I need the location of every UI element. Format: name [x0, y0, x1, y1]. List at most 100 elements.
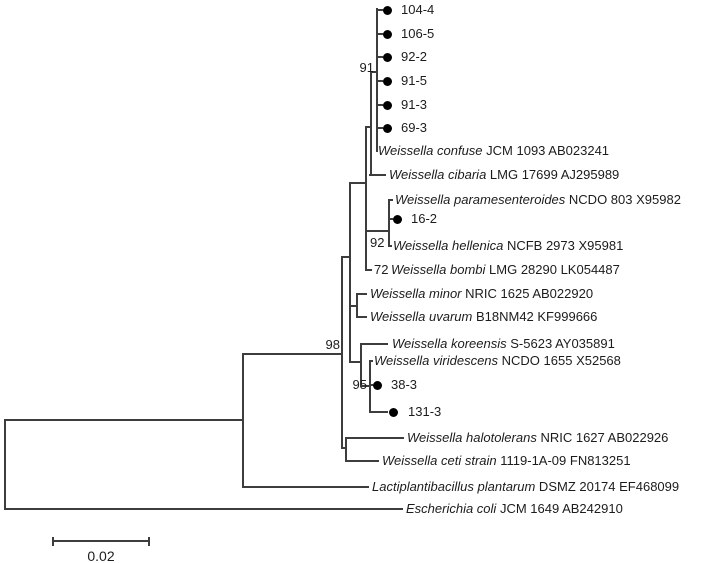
- taxon-accession: 1119-1A-09 FN813251: [496, 453, 631, 468]
- branch-line: [376, 56, 383, 58]
- taxon-accession: NCDO 1655 X52568: [498, 353, 621, 368]
- taxon-name-italic: Escherichia coli: [406, 501, 497, 516]
- taxon-accession: LMG 28290 LK054487: [485, 262, 620, 277]
- branch-line: [242, 486, 369, 488]
- taxon-label: 16-2: [411, 211, 437, 226]
- strain-marker-dot: [372, 380, 382, 390]
- branch-line: [360, 385, 370, 387]
- taxon-label: 131-3: [408, 404, 441, 419]
- strain-marker-dot: [382, 76, 392, 86]
- taxon-label: 69-3: [401, 120, 427, 135]
- branch-line: [365, 126, 371, 128]
- strain-id: 92-2: [401, 49, 428, 64]
- branch-line: [345, 437, 404, 439]
- branch-line: [369, 360, 373, 362]
- strain-id: 131-3: [408, 404, 442, 419]
- strain-marker-dot: [382, 100, 392, 110]
- branch-line: [349, 361, 361, 363]
- taxon-label: 106-5: [401, 26, 434, 41]
- clade-connector-line: [4, 420, 6, 510]
- taxon-accession: NRIC 1627 AB022926: [536, 430, 669, 445]
- taxon-label: 91-3: [401, 97, 427, 112]
- strain-marker-dot: [382, 5, 392, 15]
- branch-line: [242, 353, 342, 355]
- clade-connector-line: [349, 183, 351, 363]
- bootstrap-value: 98: [325, 337, 340, 352]
- branch-line: [52, 540, 149, 542]
- branch-line: [360, 343, 388, 345]
- bootstrap-value: 95: [352, 377, 367, 392]
- branch-line: [369, 174, 386, 176]
- strain-id: 16-2: [411, 211, 438, 226]
- branch-line: [388, 199, 393, 201]
- strain-marker-dot: [382, 123, 392, 133]
- taxon-label: Weissella cibaria LMG 17699 AJ295989: [389, 167, 619, 182]
- taxon-label: Weissella hellenica NCFB 2973 X95981: [393, 238, 623, 253]
- taxon-accession: NCFB 2973 X95981: [503, 238, 624, 253]
- clade-connector-line: [365, 127, 367, 271]
- strain-marker-dot: [392, 214, 402, 224]
- branch-line: [356, 293, 367, 295]
- strain-id: 91-5: [401, 73, 428, 88]
- branch-line: [349, 305, 357, 307]
- strain-marker-dot: [388, 407, 398, 417]
- taxon-accession: DSMZ 20174 EF468099: [535, 479, 680, 494]
- taxon-name-italic: Weissella confuse: [378, 143, 483, 158]
- strain-id: 104-4: [401, 2, 435, 17]
- strain-marker-dot: [382, 52, 392, 62]
- branch-line: [388, 218, 393, 220]
- branch-line: [365, 269, 372, 271]
- strain-id: 106-5: [401, 26, 435, 41]
- taxon-accession: B18NM42 KF999666: [472, 309, 598, 324]
- branch-line: [369, 384, 373, 386]
- branch-line: [345, 460, 379, 462]
- taxon-label: Weissella halotolerans NRIC 1627 AB02292…: [407, 430, 668, 445]
- taxon-label: 104-4: [401, 2, 434, 17]
- taxon-label: 91-5: [401, 73, 427, 88]
- clade-connector-line: [370, 72, 372, 176]
- taxon-name-italic: Weissella minor: [370, 286, 462, 301]
- taxon-name-italic: Weissella ceti strain: [382, 453, 497, 468]
- strain-marker-dot: [382, 29, 392, 39]
- clade-connector-line: [148, 537, 150, 546]
- branch-line: [369, 411, 388, 413]
- taxon-label: 38-3: [391, 377, 417, 392]
- taxon-name-italic: Weissella bombi: [391, 262, 486, 277]
- clade-connector-line: [376, 8, 378, 152]
- branch-line: [388, 245, 392, 247]
- branch-line: [341, 256, 350, 258]
- taxon-label: Escherichia coli JCM 1649 AB242910: [406, 501, 623, 516]
- branch-line: [349, 182, 366, 184]
- taxon-accession: LMG 17699 AJ295989: [486, 167, 620, 182]
- strain-id: 69-3: [401, 120, 428, 135]
- taxon-label: Weissella paramesenteroides NCDO 803 X95…: [395, 192, 681, 207]
- branch-line: [376, 80, 383, 82]
- strain-id: 91-3: [401, 97, 428, 112]
- branch-line: [365, 230, 389, 232]
- clade-connector-line: [360, 344, 362, 387]
- branch-line: [376, 104, 383, 106]
- taxon-name-italic: Weissella cibaria: [389, 167, 487, 182]
- taxon-accession: JCM 1093 AB023241: [482, 143, 610, 158]
- branch-line: [376, 33, 383, 35]
- branch-line: [370, 71, 377, 73]
- taxon-name-italic: Weissella uvarum: [370, 309, 473, 324]
- taxon-accession: NCDO 803 X95982: [565, 192, 681, 207]
- branch-line: [4, 508, 403, 510]
- taxon-name-italic: Weissella viridescens: [374, 353, 499, 368]
- branch-line: [341, 447, 346, 449]
- clade-connector-line: [52, 537, 54, 546]
- branch-line: [376, 127, 383, 129]
- clade-connector-line: [242, 354, 244, 488]
- taxon-label: Weissella bombi LMG 28290 LK054487: [391, 262, 620, 277]
- strain-id: 38-3: [391, 377, 418, 392]
- taxon-label: 92-2: [401, 49, 427, 64]
- taxon-label: Weissella viridescens NCDO 1655 X52568: [374, 353, 621, 368]
- taxon-label: Weissella confuse JCM 1093 AB023241: [378, 143, 609, 158]
- taxon-name-italic: Weissella koreensis: [392, 336, 507, 351]
- taxon-accession: JCM 1649 AB242910: [496, 501, 623, 516]
- clade-connector-line: [341, 257, 343, 449]
- clade-connector-line: [388, 200, 390, 247]
- clade-connector-line: [345, 438, 347, 462]
- taxon-label: Weissella minor NRIC 1625 AB022920: [370, 286, 593, 301]
